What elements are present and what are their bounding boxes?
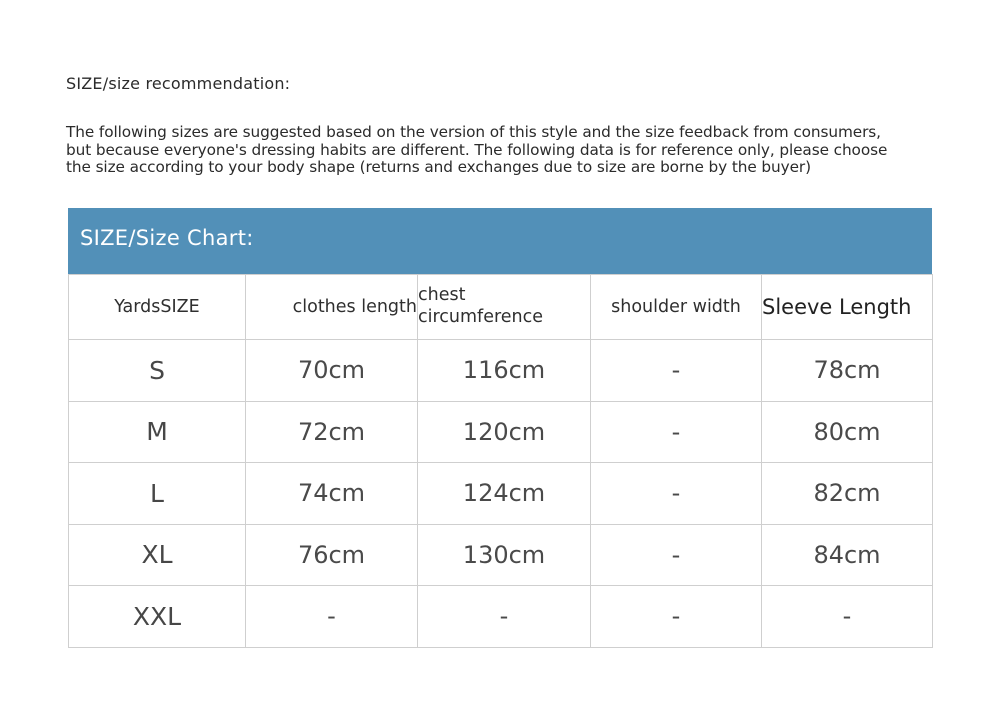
value-cell: 80cm bbox=[761, 400, 933, 463]
size-disclaimer: The following sizes are suggested based … bbox=[66, 123, 946, 177]
value-cell: 72cm bbox=[245, 400, 418, 463]
value-cell: - bbox=[590, 523, 762, 586]
table-row-l: L 74cm 124cm - 82cm bbox=[68, 462, 933, 525]
column-header-yards-size: YardsSIZE bbox=[68, 274, 246, 340]
value-cell: 82cm bbox=[761, 462, 933, 525]
value-cell: 84cm bbox=[761, 523, 933, 586]
column-header-chest-circumference: chest circumference bbox=[417, 274, 591, 340]
size-cell: XL bbox=[68, 523, 246, 586]
value-cell: - bbox=[590, 585, 762, 648]
size-cell: M bbox=[68, 400, 246, 463]
value-cell: - bbox=[245, 585, 418, 648]
value-cell: 74cm bbox=[245, 462, 418, 525]
value-cell: 120cm bbox=[417, 400, 591, 463]
value-cell: - bbox=[590, 400, 762, 463]
table-row-xxl: XXL - - - - bbox=[68, 585, 933, 648]
column-header-shoulder-width: shoulder width bbox=[590, 274, 762, 340]
value-cell: - bbox=[590, 339, 762, 402]
value-cell: - bbox=[590, 462, 762, 525]
section-heading: SIZE/size recommendation: bbox=[66, 74, 291, 93]
column-header-clothes-length: clothes length bbox=[245, 274, 418, 340]
disclaimer-line: The following sizes are suggested based … bbox=[66, 123, 881, 141]
size-cell: S bbox=[68, 339, 246, 402]
column-header-sleeve-length: Sleeve Length bbox=[761, 274, 933, 340]
value-cell: 116cm bbox=[417, 339, 591, 402]
disclaimer-line: but because everyone's dressing habits a… bbox=[66, 140, 888, 159]
disclaimer-line: the size according to your body shape (r… bbox=[66, 158, 811, 176]
value-cell: - bbox=[761, 585, 933, 648]
size-chart-table: YardsSIZE clothes length chest circumfer… bbox=[68, 274, 933, 648]
table-header-row: YardsSIZE clothes length chest circumfer… bbox=[68, 274, 933, 340]
value-cell: - bbox=[417, 585, 591, 648]
value-cell: 70cm bbox=[245, 339, 418, 402]
value-cell: 124cm bbox=[417, 462, 591, 525]
size-cell: XXL bbox=[68, 585, 246, 648]
value-cell: 76cm bbox=[245, 523, 418, 586]
table-row-s: S 70cm 116cm - 78cm bbox=[68, 339, 933, 402]
value-cell: 78cm bbox=[761, 339, 933, 402]
value-cell: 130cm bbox=[417, 523, 591, 586]
table-row-m: M 72cm 120cm - 80cm bbox=[68, 400, 933, 463]
size-cell: L bbox=[68, 462, 246, 525]
size-chart-title: SIZE/Size Chart: bbox=[80, 226, 254, 250]
size-chart-title-bar: SIZE/Size Chart: bbox=[68, 208, 932, 274]
table-row-xl: XL 76cm 130cm - 84cm bbox=[68, 523, 933, 586]
